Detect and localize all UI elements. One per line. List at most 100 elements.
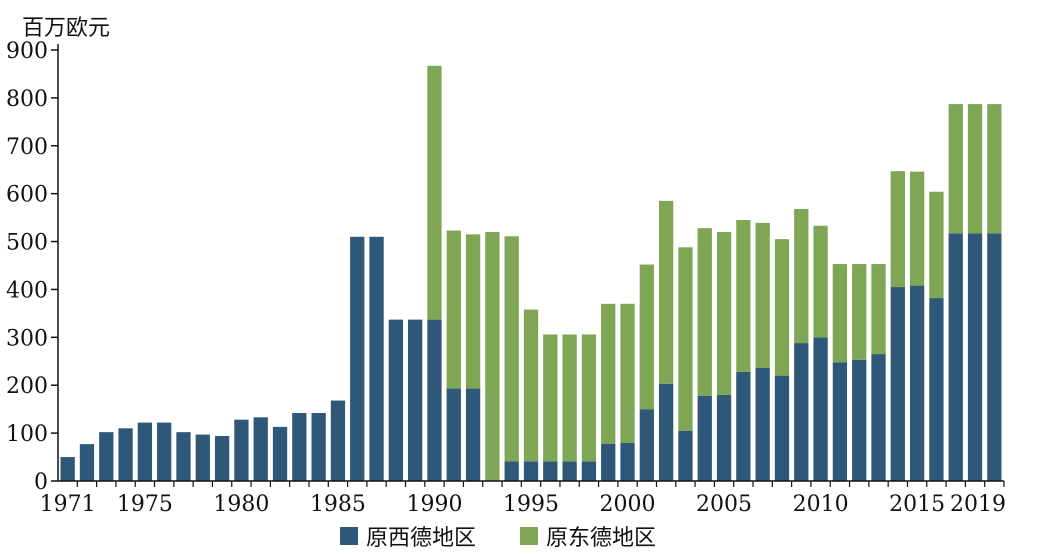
bar-west-1972 xyxy=(79,444,95,481)
bar-west-2018 xyxy=(967,233,983,481)
bar-east-2005 xyxy=(716,231,732,395)
y-tick-label-700: 700 xyxy=(6,135,48,160)
legend: 原西德地区 原东德地区 xyxy=(340,520,656,552)
y-tick-label-500: 500 xyxy=(6,231,48,256)
bar-west-1992 xyxy=(465,388,481,481)
y-tick-label-900: 900 xyxy=(6,39,48,64)
bar-east-2004 xyxy=(697,228,712,396)
y-tick-label-600: 600 xyxy=(6,183,48,208)
x-tick-label-2015: 2015 xyxy=(889,492,945,517)
bar-west-1998 xyxy=(581,461,597,481)
bar-east-2016 xyxy=(929,191,944,299)
bar-east-1998 xyxy=(581,334,597,462)
bar-east-2008 xyxy=(774,239,790,376)
bar-east-1993 xyxy=(485,231,500,481)
bar-west-2004 xyxy=(697,395,712,481)
y-tick-label-200: 200 xyxy=(6,374,48,399)
bar-west-2019 xyxy=(987,233,1002,481)
bar-west-1988 xyxy=(388,319,403,481)
bar-west-2007 xyxy=(755,367,770,481)
bar-west-2001 xyxy=(639,409,654,481)
bar-west-2003 xyxy=(678,430,693,481)
bar-east-2018 xyxy=(967,104,983,234)
bar-east-2011 xyxy=(832,264,848,363)
bar-east-1992 xyxy=(465,234,481,389)
bar-west-2000 xyxy=(620,442,635,481)
bar-east-1990 xyxy=(427,65,442,320)
bars-group xyxy=(60,65,1002,481)
bar-west-2005 xyxy=(716,394,732,481)
x-tick-label-1995: 1995 xyxy=(503,492,559,517)
bar-west-2017 xyxy=(948,233,963,481)
legend-swatch-east xyxy=(520,527,539,545)
bar-west-2014 xyxy=(890,287,905,481)
bar-west-1995 xyxy=(523,461,539,481)
x-tick-label-2019: 2019 xyxy=(950,492,1006,517)
bar-east-2009 xyxy=(794,208,809,344)
bar-west-1984 xyxy=(311,413,326,481)
bar-east-2013 xyxy=(871,264,886,355)
y-tick-label-800: 800 xyxy=(6,87,48,112)
bar-west-1985 xyxy=(330,400,346,481)
bar-east-2014 xyxy=(890,171,905,288)
bar-west-1999 xyxy=(601,443,616,481)
bar-west-2011 xyxy=(832,362,848,481)
bar-west-1977 xyxy=(176,432,191,481)
bar-west-2012 xyxy=(852,359,867,481)
bar-west-2006 xyxy=(736,371,751,481)
x-tick-label-2010: 2010 xyxy=(793,492,849,517)
bar-east-2007 xyxy=(755,222,770,368)
y-tick-label-300: 300 xyxy=(6,326,48,351)
bar-west-1974 xyxy=(118,428,133,481)
x-tick-label-1990: 1990 xyxy=(406,492,462,517)
bar-east-2003 xyxy=(678,247,693,431)
y-tick-label-100: 100 xyxy=(6,422,48,447)
bar-east-2002 xyxy=(659,200,674,384)
bar-west-2002 xyxy=(659,383,674,481)
bar-west-2010 xyxy=(813,337,828,481)
legend-item-east: 原东德地区 xyxy=(520,520,656,552)
x-tick-label-1980: 1980 xyxy=(213,492,269,517)
bar-east-2015 xyxy=(909,171,925,286)
x-tick-label-1971: 1971 xyxy=(40,492,96,517)
bar-west-1981 xyxy=(253,417,268,481)
bar-west-1975 xyxy=(137,422,153,481)
bar-west-2015 xyxy=(909,285,925,481)
x-tick-label-2000: 2000 xyxy=(600,492,656,517)
bar-west-2008 xyxy=(774,375,790,481)
bar-east-2000 xyxy=(620,303,635,443)
bar-east-1996 xyxy=(543,334,558,462)
stacked-bar-chart: 0 100 200 300 400 500 600 700 800 900 1971 1975 1980… xyxy=(6,39,1006,517)
bar-west-2016 xyxy=(929,298,944,481)
bar-west-1996 xyxy=(543,461,558,481)
legend-item-west: 原西德地区 xyxy=(340,520,476,552)
axes-group: 0 100 200 300 400 500 600 700 800 900 1971 1975 1980… xyxy=(6,39,1006,517)
bar-west-2009 xyxy=(794,343,809,481)
x-tick-label-2005: 2005 xyxy=(696,492,752,517)
bar-east-1995 xyxy=(523,309,539,462)
y-tick-label-400: 400 xyxy=(6,278,48,303)
legend-swatch-west xyxy=(340,527,358,545)
bar-east-1991 xyxy=(446,230,461,389)
bar-west-1979 xyxy=(214,435,230,481)
bar-west-1971 xyxy=(60,457,75,481)
bar-east-2019 xyxy=(987,104,1002,234)
bar-east-1999 xyxy=(601,303,616,444)
bar-east-2017 xyxy=(948,104,963,234)
bar-east-2006 xyxy=(736,220,751,372)
bar-east-2010 xyxy=(813,225,828,338)
legend-label-east: 原东德地区 xyxy=(546,526,657,551)
bar-west-1997 xyxy=(562,461,577,481)
bar-west-1982 xyxy=(272,426,288,481)
bar-east-1997 xyxy=(562,334,577,462)
x-tick-label-1975: 1975 xyxy=(117,492,173,517)
bar-west-1980 xyxy=(234,419,249,481)
bar-west-2013 xyxy=(871,354,886,481)
bar-west-1989 xyxy=(408,319,423,481)
y-axis-unit-label: 百万欧元 xyxy=(22,16,111,41)
bar-west-1983 xyxy=(292,413,307,481)
x-tick-label-1985: 1985 xyxy=(310,492,366,517)
bar-west-1978 xyxy=(195,434,210,481)
bar-west-1976 xyxy=(157,422,172,481)
bar-west-1987 xyxy=(369,236,384,481)
